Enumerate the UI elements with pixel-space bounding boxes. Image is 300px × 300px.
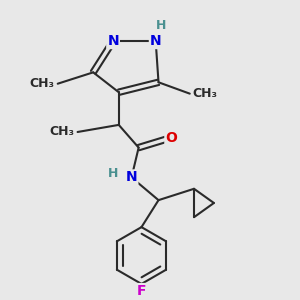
Text: H: H (156, 19, 167, 32)
Text: CH₃: CH₃ (50, 125, 75, 139)
Text: CH₃: CH₃ (30, 77, 55, 90)
Text: O: O (165, 131, 177, 145)
Text: CH₃: CH₃ (193, 87, 217, 100)
Text: N: N (150, 34, 161, 48)
Text: F: F (137, 284, 146, 298)
Text: N: N (126, 170, 137, 184)
Text: H: H (108, 167, 118, 180)
Text: N: N (107, 34, 119, 48)
